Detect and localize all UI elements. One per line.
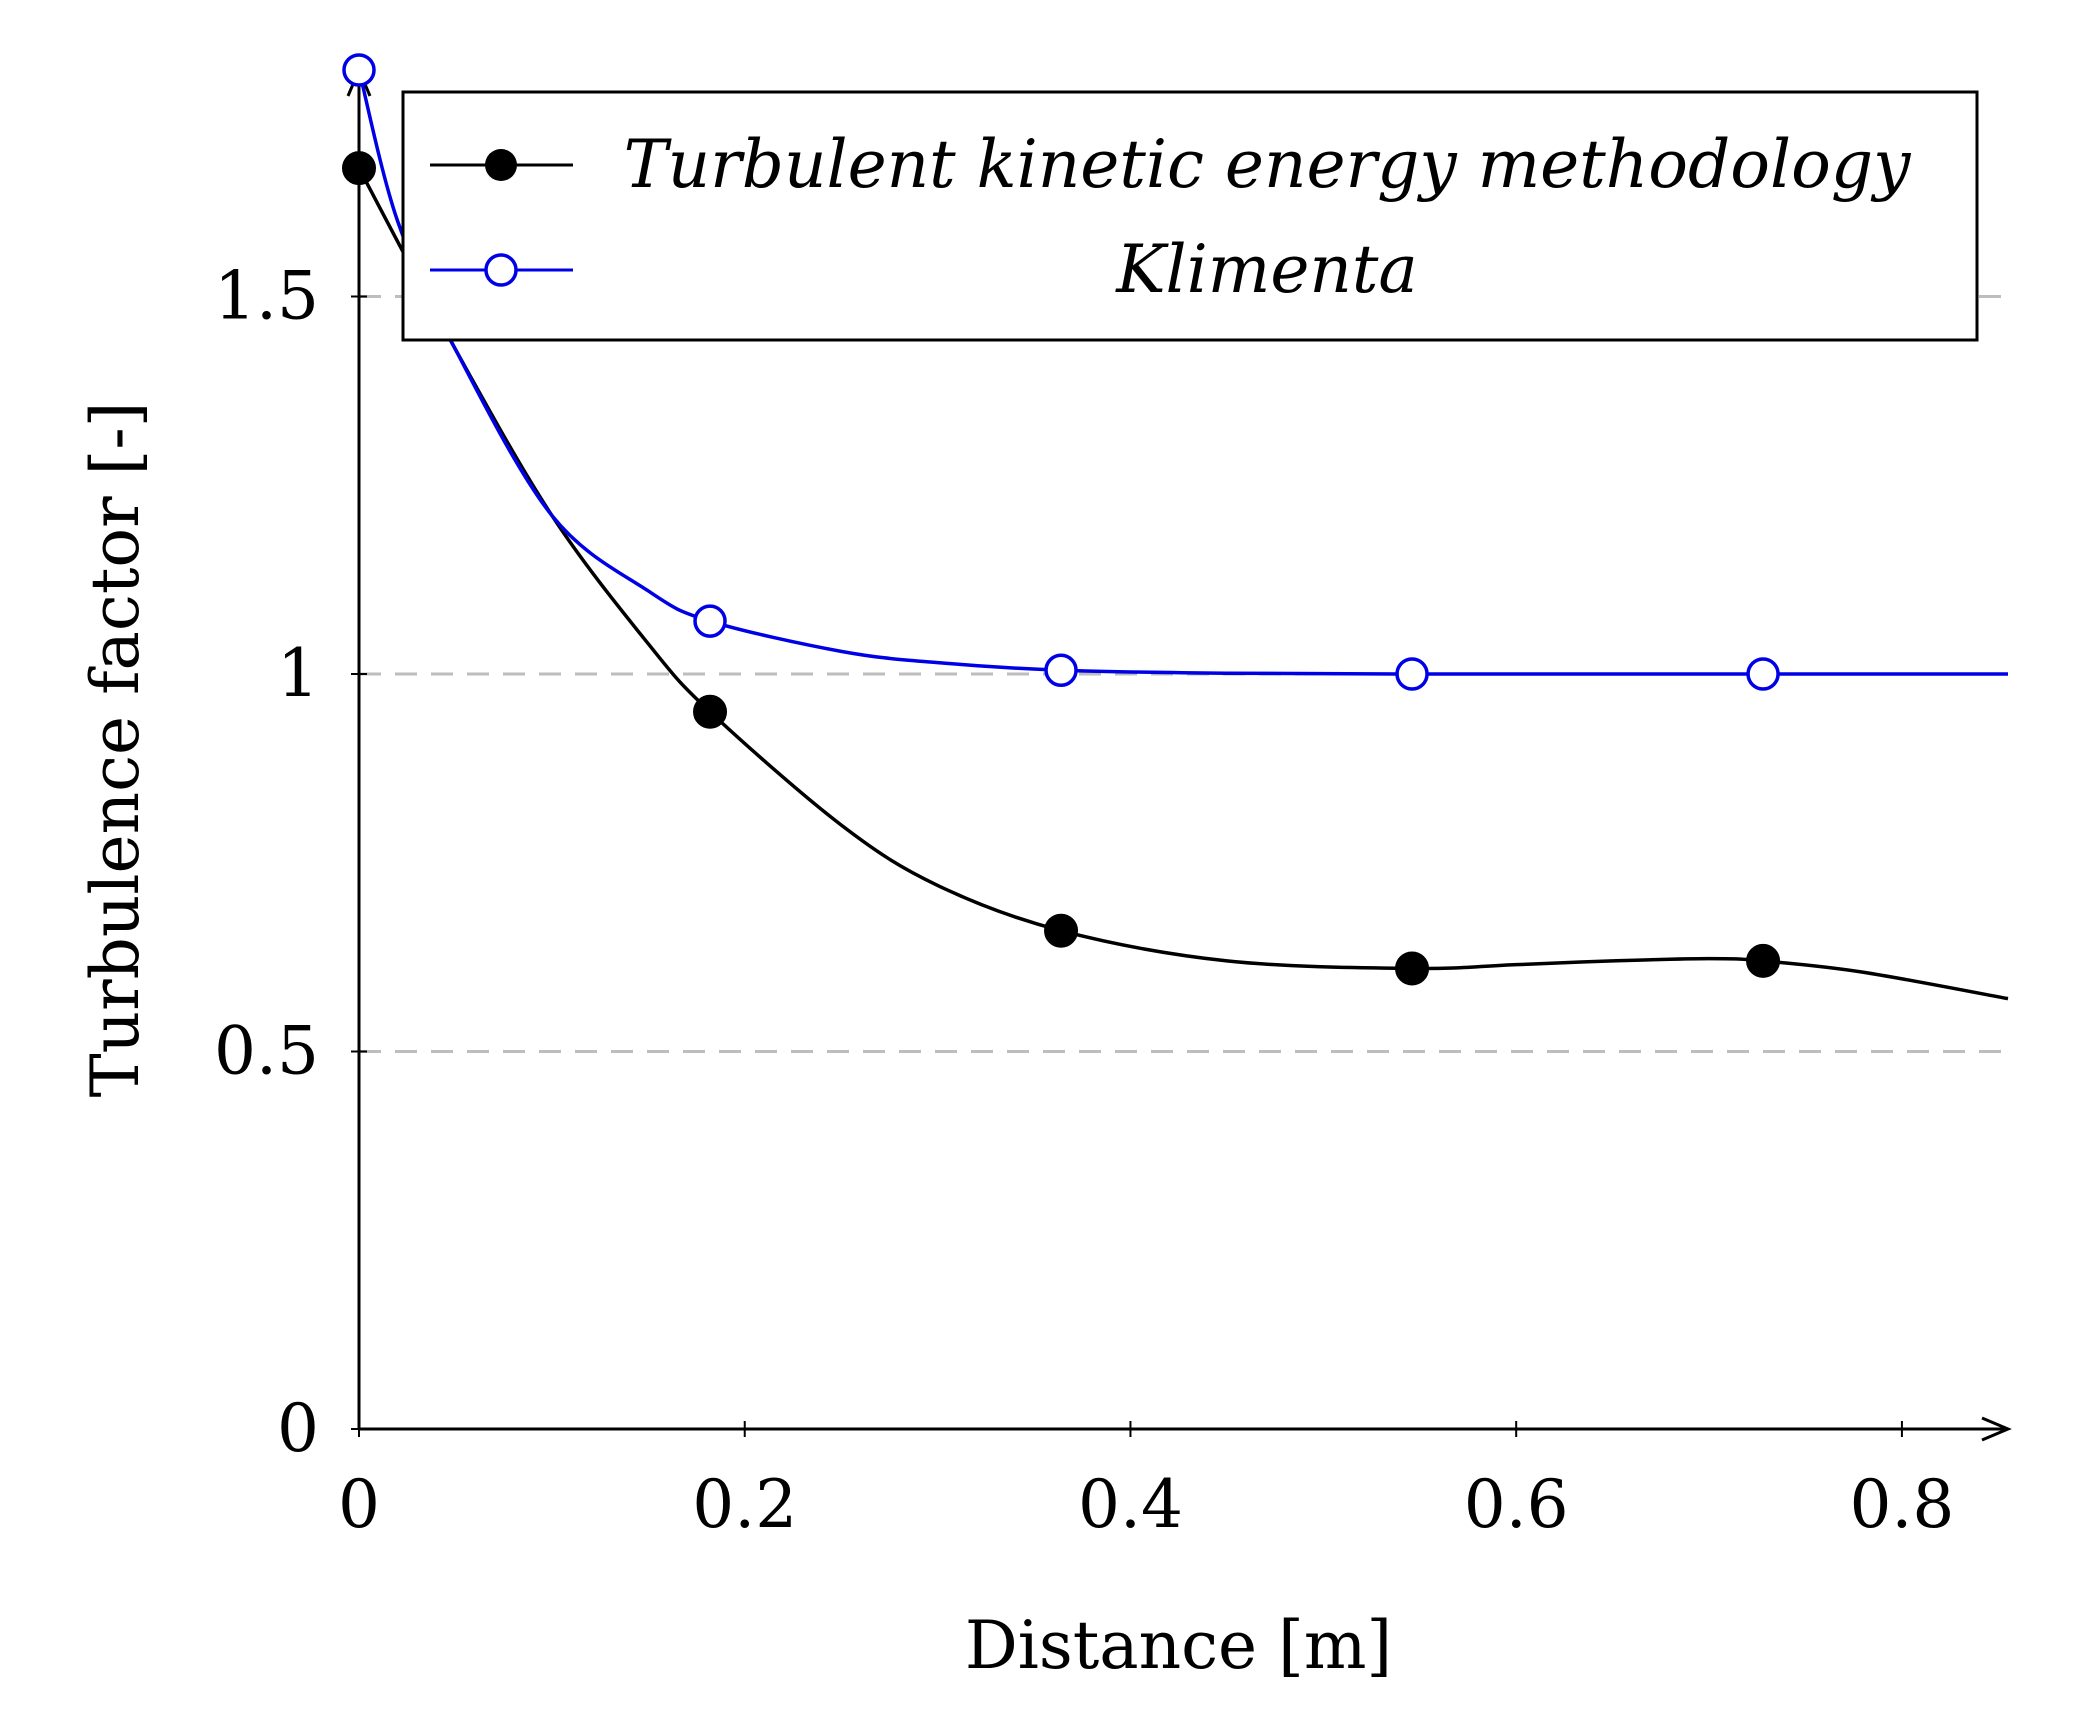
data-point bbox=[1044, 653, 1078, 687]
x-axis-arrow bbox=[1981, 1416, 2012, 1442]
series-2 bbox=[342, 53, 2008, 691]
data-point bbox=[342, 151, 376, 186]
ticks: 0 0.2 0.4 0.6 0.8 0 0.5 1 1.5 bbox=[214, 258, 1954, 1544]
x-tick-label: 0.4 bbox=[1078, 1466, 1183, 1543]
y-tick-label: 0 bbox=[277, 1390, 319, 1467]
legend-label: Klimenta bbox=[1115, 231, 1418, 308]
y-tick-label: 1.5 bbox=[214, 258, 319, 335]
legend-marker bbox=[485, 149, 517, 181]
y-tick-label: 1 bbox=[277, 635, 319, 712]
series-group bbox=[342, 53, 2009, 1001]
x-tick-label: 0.2 bbox=[692, 1466, 797, 1543]
legend-marker bbox=[484, 253, 518, 287]
data-point bbox=[342, 53, 376, 87]
data-point bbox=[1746, 657, 1780, 691]
data-point bbox=[693, 694, 728, 729]
x-axis-title: Distance [m] bbox=[965, 1607, 1392, 1684]
legend-box bbox=[401, 90, 1979, 342]
series-line bbox=[357, 69, 2008, 676]
data-point bbox=[1044, 913, 1079, 948]
data-point bbox=[693, 604, 727, 638]
data-point bbox=[1395, 951, 1430, 986]
y-tick-label: 0.5 bbox=[214, 1013, 319, 1090]
data-point bbox=[1746, 943, 1781, 978]
legend-label: Turbulent kinetic energy methodology bbox=[624, 126, 1911, 203]
x-tick-label: 0.6 bbox=[1464, 1466, 1569, 1543]
x-tick-label: 0.8 bbox=[1849, 1466, 1954, 1543]
legend: Turbulent kinetic energy methodology Klim… bbox=[401, 90, 1979, 342]
x-tick-label: 0 bbox=[338, 1466, 380, 1543]
y-axis-title: Turbulence factor [-] bbox=[77, 402, 154, 1098]
data-point bbox=[1395, 657, 1429, 691]
